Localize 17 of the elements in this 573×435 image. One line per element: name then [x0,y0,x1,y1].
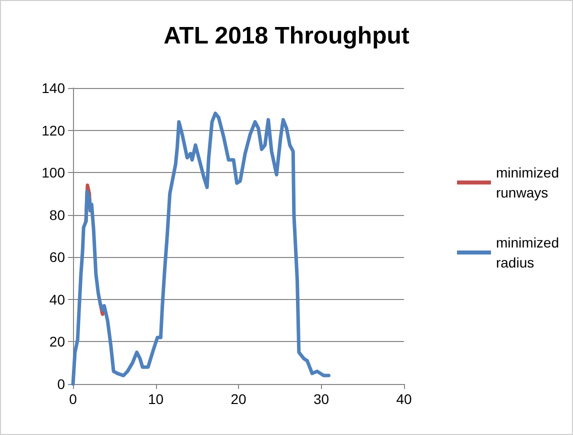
y-tick-label: 120 [42,122,66,138]
y-tick-label: 80 [49,206,66,223]
x-tick-label: 10 [148,391,164,407]
line-series [71,112,330,386]
y-tick-label: 20 [49,334,66,350]
x-tick-label: 30 [313,391,330,407]
y-tick-label: 0 [57,376,66,392]
legend-label: minimized runways [496,164,559,200]
x-tick-label: 40 [396,391,412,407]
y-tick-label: 60 [49,249,66,266]
y-tick-label: 100 [42,164,66,181]
x-tick-label: 0 [69,391,78,407]
chart-title: ATL 2018 Throughput [164,22,410,50]
x-tick-label: 20 [230,391,246,407]
legend-label: minimized radius [496,234,559,270]
y-tick-label: 140 [42,80,66,96]
y-tick-label: 40 [49,291,66,308]
